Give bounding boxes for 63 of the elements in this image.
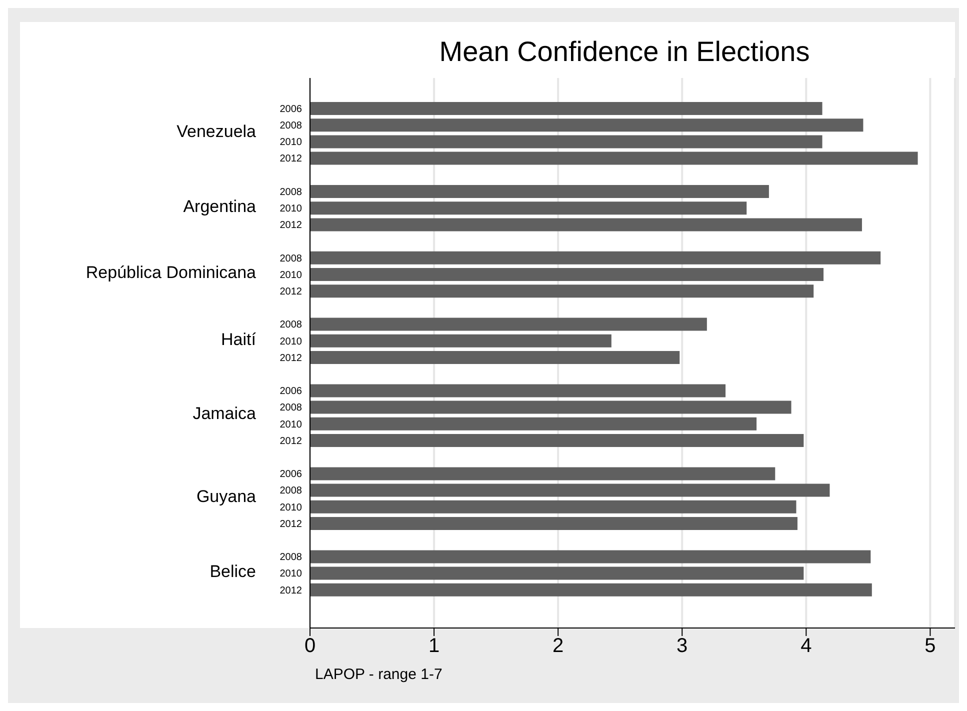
- y-tick-label: 2008: [280, 402, 302, 414]
- bar: [310, 351, 680, 364]
- bar: [310, 135, 822, 148]
- bar: [310, 400, 792, 414]
- y-tick-label: 2010: [280, 336, 302, 348]
- y-tick-label: 2010: [280, 502, 302, 514]
- y-tick-label: 2010: [280, 270, 302, 281]
- y-tick-label: 2012: [280, 518, 302, 530]
- bar: [310, 268, 824, 281]
- y-tick-label: 2008: [280, 186, 302, 198]
- bar: [310, 484, 830, 497]
- y-tick-label: 2012: [280, 585, 302, 596]
- bar: [310, 417, 757, 430]
- y-tick-label: 2010: [280, 419, 302, 430]
- bar: [310, 467, 776, 480]
- y-tick-label: 2010: [280, 203, 302, 214]
- text: Belice: [210, 562, 256, 582]
- y-tick-label: 2012: [280, 220, 302, 232]
- bar: [310, 384, 726, 398]
- chart-title: Mean Confidence in Elections: [438, 36, 811, 68]
- bar: [310, 583, 872, 596]
- y-tick-label: 2010: [280, 568, 302, 580]
- x-axis-title: LAPOP - range 1-7: [315, 666, 442, 683]
- text: Argentina: [183, 196, 256, 217]
- bar: [310, 202, 747, 215]
- bar: [310, 334, 612, 348]
- y-tick-label: 2008: [280, 486, 302, 497]
- y-tick-label: 2006: [280, 386, 302, 398]
- bar: [310, 566, 804, 580]
- text: Jamaica: [192, 404, 256, 424]
- text: República Dominicana: [86, 263, 256, 284]
- bar: [310, 102, 822, 115]
- bar: [310, 152, 918, 165]
- bar: [310, 517, 798, 530]
- y-tick-label: 2006: [280, 104, 302, 115]
- bar: [310, 550, 871, 564]
- bar: [310, 284, 814, 298]
- y-tick-label: 2012: [280, 154, 302, 165]
- y-tick-label: 2008: [280, 552, 302, 564]
- x-tick-label: 1: [428, 635, 440, 658]
- y-tick-label: 2008: [280, 120, 302, 132]
- bar: [310, 185, 769, 198]
- bar: [310, 251, 881, 264]
- bar: [310, 318, 707, 331]
- bar: [310, 218, 862, 232]
- text: Venezuela: [176, 122, 256, 142]
- x-tick-label: 4: [800, 635, 812, 658]
- y-tick-label: 2010: [280, 137, 302, 148]
- x-tick-label: 0: [304, 635, 316, 658]
- text: Guyana: [196, 487, 256, 508]
- y-tick-label: 2012: [280, 436, 302, 447]
- x-tick-label: 3: [676, 635, 688, 658]
- y-tick-label: 2008: [280, 320, 302, 331]
- text: Haití: [221, 330, 256, 350]
- x-tick-label: 2: [552, 635, 564, 658]
- y-tick-label: 2008: [280, 253, 302, 264]
- bar: [310, 500, 796, 514]
- y-tick-label: 2012: [280, 286, 302, 298]
- bar: [310, 118, 864, 132]
- x-tick-label: 5: [924, 635, 936, 658]
- y-tick-label: 2012: [280, 352, 302, 364]
- y-tick-label: 2006: [280, 469, 302, 480]
- bar: [310, 434, 804, 447]
